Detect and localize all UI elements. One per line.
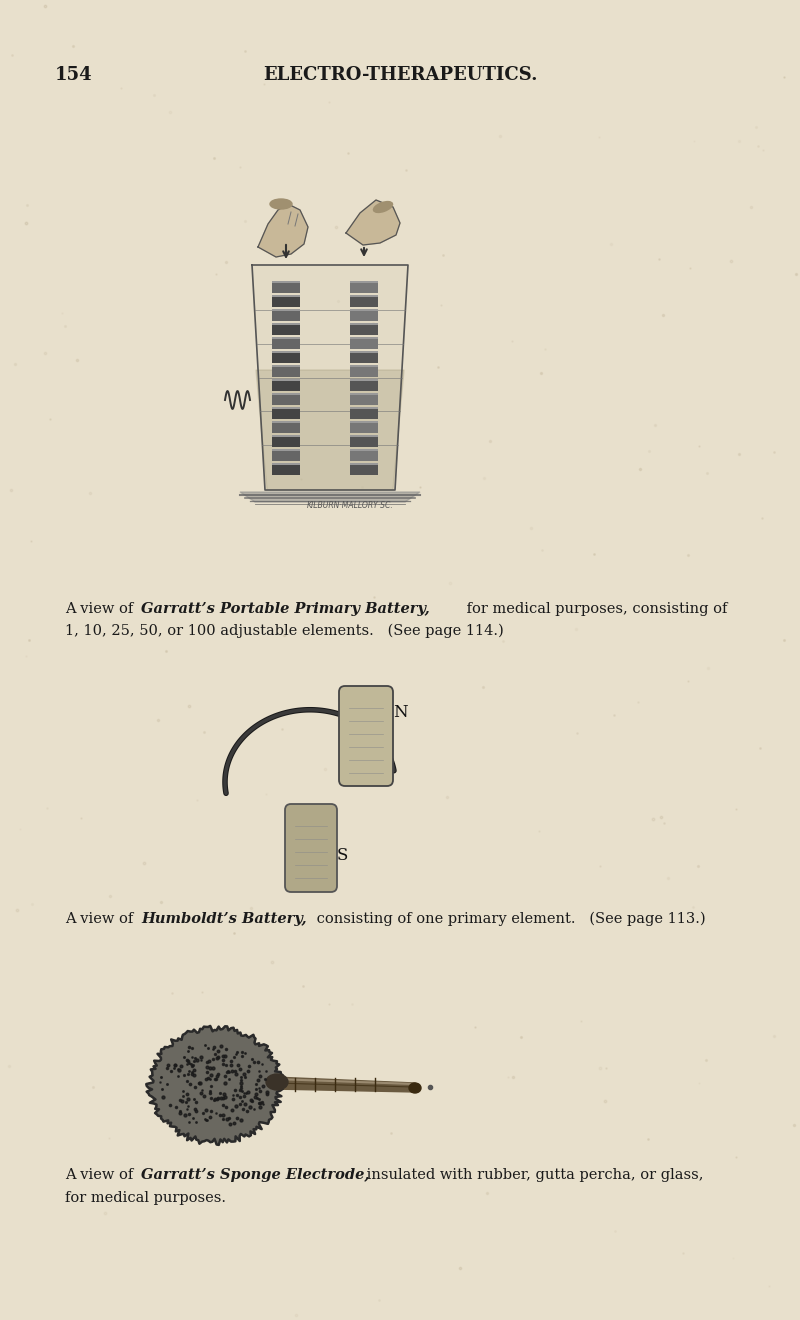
Text: for medical purposes, consisting of: for medical purposes, consisting of [462,602,727,616]
Text: S: S [337,847,348,865]
FancyBboxPatch shape [285,804,337,892]
FancyBboxPatch shape [339,686,393,785]
Bar [272,352,300,363]
Text: consisting of one primary element.   (See page 113.): consisting of one primary element. (See … [312,912,706,927]
Text: A view of: A view of [65,1168,138,1181]
Bar [272,449,300,451]
Bar [272,323,300,335]
Bar [350,352,378,363]
Bar [272,366,300,378]
Bar [272,436,300,437]
Bar [350,407,378,409]
Text: A view of: A view of [65,912,138,927]
Ellipse shape [374,202,393,213]
Bar [350,366,378,367]
Bar [350,463,378,465]
Bar [272,436,300,447]
Ellipse shape [266,1074,288,1090]
Bar [350,310,378,321]
Bar [272,338,300,348]
Polygon shape [346,201,400,246]
Bar [350,323,378,325]
Bar [350,296,378,308]
Bar [272,337,300,339]
Bar [272,450,300,461]
Bar [272,294,300,297]
Bar [272,366,300,367]
Bar [272,465,300,475]
Bar [350,337,378,339]
Bar [272,421,300,422]
Bar [350,408,378,418]
Bar [350,422,378,433]
Polygon shape [258,205,308,257]
Bar [272,310,300,321]
Bar [350,436,378,437]
Text: Garratt’s Sponge Electrode,: Garratt’s Sponge Electrode, [141,1168,370,1181]
Bar [350,380,378,391]
Bar [350,351,378,352]
Text: KILBURN·MALLORY·SC.: KILBURN·MALLORY·SC. [306,502,394,510]
Bar [350,294,378,297]
Bar [350,449,378,451]
Bar [272,407,300,409]
Bar [272,393,300,395]
Bar [272,309,300,312]
Polygon shape [256,370,404,490]
Bar [272,422,300,433]
Bar [272,408,300,418]
Text: N: N [393,704,408,721]
Polygon shape [252,265,408,490]
Text: ELECTRO-THERAPEUTICS.: ELECTRO-THERAPEUTICS. [262,66,538,84]
Bar [350,282,378,293]
Bar [272,379,300,381]
Bar [350,436,378,447]
Bar [272,393,300,405]
Bar [272,351,300,352]
Bar [272,323,300,325]
Bar [350,450,378,461]
Bar [272,282,300,293]
Text: 154: 154 [55,66,93,84]
Bar [350,323,378,335]
Text: A view of: A view of [65,602,138,616]
Text: insulated with rubber, gutta percha, or glass,: insulated with rubber, gutta percha, or … [362,1168,703,1181]
Ellipse shape [270,199,292,209]
Bar [272,380,300,391]
Bar [350,379,378,381]
Polygon shape [146,1026,283,1144]
Text: Garratt’s Portable Primary Battery,: Garratt’s Portable Primary Battery, [141,602,430,616]
Polygon shape [240,492,420,502]
Bar [272,296,300,308]
Bar [350,465,378,475]
Bar [350,421,378,422]
Bar [350,393,378,395]
Bar [350,393,378,405]
Bar [272,281,300,282]
Bar [350,309,378,312]
Bar [350,281,378,282]
Bar [272,463,300,465]
Bar [350,366,378,378]
Polygon shape [273,1077,415,1092]
Text: 1, 10, 25, 50, or 100 adjustable elements.   (See page 114.): 1, 10, 25, 50, or 100 adjustable element… [65,624,504,639]
Text: Humboldt’s Battery,: Humboldt’s Battery, [141,912,306,927]
Bar [350,338,378,348]
Text: for medical purposes.: for medical purposes. [65,1191,226,1205]
Ellipse shape [409,1082,421,1093]
